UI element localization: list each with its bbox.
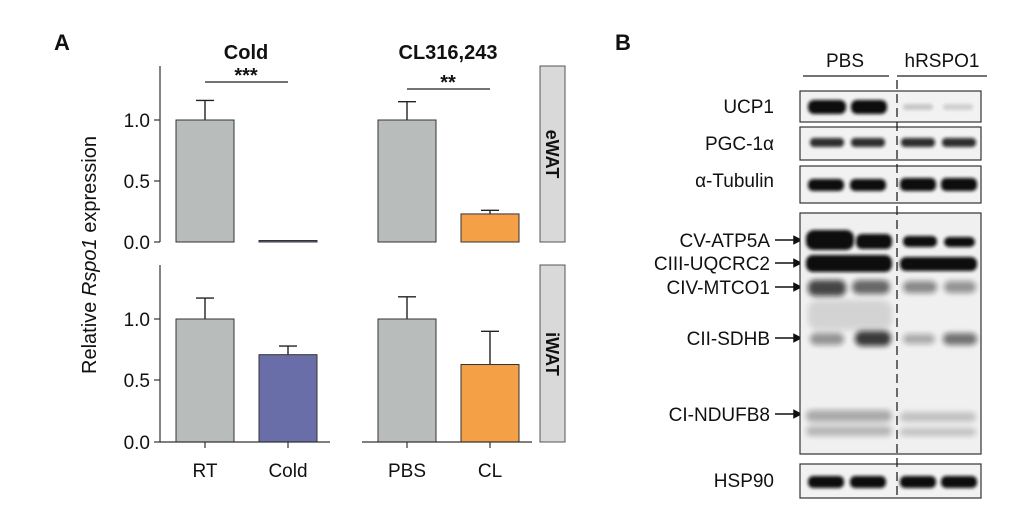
blot-label-atp5a: CV-ATP5A [680,231,771,252]
significance-cold: *** [205,65,288,87]
y-tick-label: 0.0 [124,233,150,254]
facet-title-cold: Cold [224,42,268,64]
bars-layer [175,99,520,443]
error-bar-iwat-cl316-243-pbs [398,296,416,319]
error-bar-ewat-cl316-243-pbs [398,101,416,120]
facet-title-cl316243: CL316,243 [399,42,498,64]
y-axis-label-suffix: expression [79,136,101,238]
strip-ewat [539,65,566,243]
group-label-pbs: PBS [826,51,864,72]
blot-bands-pgc1a [810,138,976,147]
blot-label-mtco1: CIV-MTCO1 [667,278,770,299]
panel-a-letter: A [54,30,70,55]
blot-label-tubulin: α-Tubulin [695,171,774,192]
blot-label-ucp1: UCP1 [723,97,774,118]
strip-iwat [539,264,566,443]
error-bar-iwat-cold-cold [279,345,297,355]
panel-b-letter: B [615,30,631,55]
x-tick-label-rt: RT [193,461,218,482]
y-tick-label: 1.0 [124,310,150,331]
bar-iwat-cl316-243-pbs [377,318,437,443]
bar-ewat-cold-cold [258,240,318,243]
blot-label-pgc1a: PGC-1α [705,134,774,155]
x-axis: RT Cold PBS CL [160,441,532,482]
y-axis-top: 0.0 0.5 1.0 [124,66,161,254]
bar-iwat-cold-rt [175,318,235,443]
y-axis-bottom: 0.0 0.5 1.0 [124,265,161,454]
x-tick-label-cold: Cold [268,461,307,482]
blot-bands-ucp1 [808,100,973,114]
arrow-icon [775,235,803,419]
bar-iwat-cold-cold [258,354,318,443]
y-axis-label-gene: Rspo1 [79,238,101,296]
x-tick-label-pbs: PBS [388,461,426,482]
blot-label-hsp90: HSP90 [714,471,774,492]
blot-bands-tubulin [808,178,977,191]
bar-ewat-cold-rt [175,119,235,243]
y-tick-label: 1.0 [124,111,150,132]
y-axis-label-prefix: Relative [79,296,101,374]
bar-iwat-cl316-243-cl [460,364,520,443]
significance-cl: ** [407,72,490,94]
y-tick-label: 0.0 [124,433,150,454]
y-tick-label: 0.5 [124,371,150,392]
error-bar-iwat-cl316-243-cl [481,330,499,365]
group-label-hrspo1: hRSPO1 [905,51,980,72]
blot-label-ndufb8: CI-NDUFB8 [669,405,770,426]
bar-ewat-cl316-243-pbs [377,119,437,243]
blot-bands-hsp90 [808,476,977,488]
significance-label-cl: ** [440,72,456,94]
significance-label-cold: *** [234,65,258,87]
x-tick-label-cl: CL [478,461,502,482]
blot-bands-oxphos [806,230,977,436]
bar-ewat-cl316-243-cl [460,213,520,243]
y-tick-label: 0.5 [124,172,150,193]
blot-label-sdhb: CII-SDHB [687,329,770,350]
error-bar-ewat-cl316-243-cl [481,209,499,214]
y-axis-label: Relative Rspo1 expression [79,136,101,374]
strip-label-ewat: eWAT [542,130,562,179]
error-bar-ewat-cold-rt [196,99,214,120]
error-bar-iwat-cold-rt [196,297,214,319]
blot-label-uqcrc2: CIII-UQCRC2 [654,254,770,275]
strip-label-iwat: iWAT [542,332,562,376]
